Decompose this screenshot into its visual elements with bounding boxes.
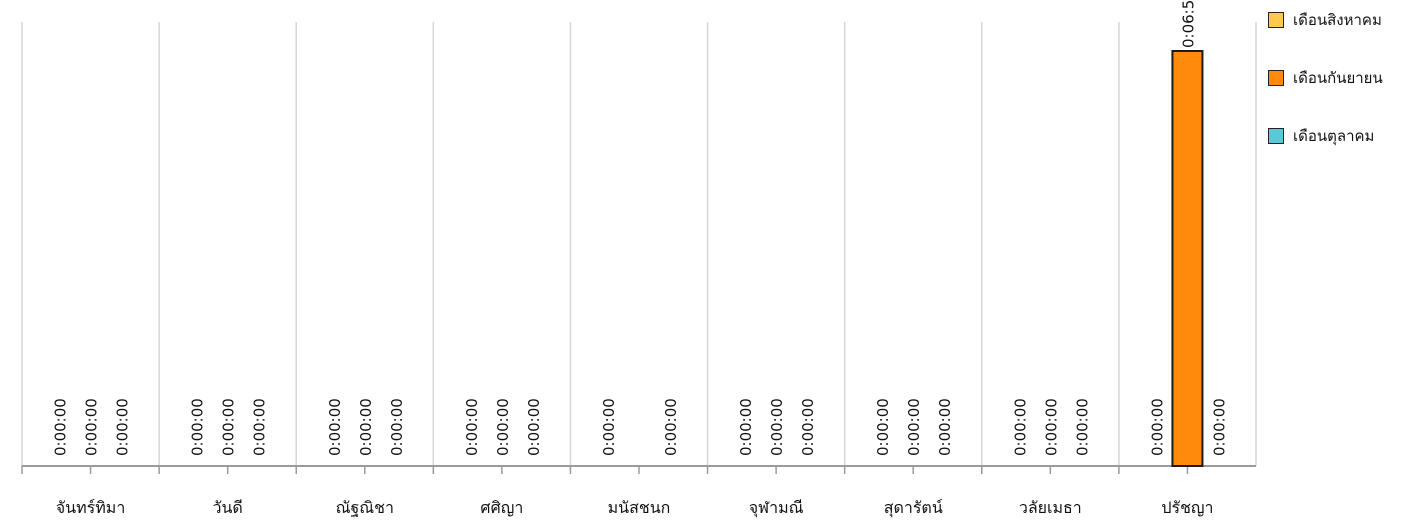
data-label: 0:00:00 [220,398,238,456]
x-tick-label: ณัฐณิชา [336,498,394,517]
data-label: 0:00:00 [326,398,344,456]
data-label: 0:00:00 [357,398,375,456]
data-label: 0:00:00 [494,398,512,456]
data-label: 0:00:00 [1073,398,1091,456]
legend-swatch [1268,128,1284,144]
legend-item[interactable]: เดือนสิงหาคม [1268,10,1408,30]
x-tick-label: มนัสชนก [608,498,671,517]
data-label: 0:00:00 [525,398,543,456]
data-label: 0:00:00 [600,398,618,456]
bar [1171,50,1204,467]
legend-label: เดือนกันยายน [1293,69,1383,87]
data-label: 0:00:00 [114,398,132,456]
legend-item[interactable]: เดือนตุลาคม [1268,126,1408,146]
data-label: 0:00:00 [52,398,70,456]
data-label: 0:00:00 [768,398,786,456]
data-label: 0:06:50 [1179,0,1197,48]
data-label: 0:00:00 [463,398,481,456]
legend: เดือนสิงหาคม เดือนกันยายน เดือนตุลาคม [1268,10,1408,184]
legend-swatch [1268,70,1284,86]
data-label: 0:00:00 [905,398,923,456]
legend-swatch [1268,12,1284,28]
data-label: 0:00:00 [1148,398,1166,456]
data-label: 0:00:00 [936,398,954,456]
x-tick-label: ปรัชญา [1161,498,1213,517]
legend-item[interactable]: เดือนกันยายน [1268,68,1408,88]
data-label: 0:00:00 [662,398,680,456]
data-label: 0:00:00 [251,398,269,456]
data-label: 0:00:00 [737,398,755,456]
x-tick-label: วลัยเมธา [1019,498,1082,517]
data-label: 0:00:00 [1011,398,1029,456]
x-tick-label: จุฬามณี [749,498,804,518]
x-tick-label: สุดารัตน์ [884,498,943,518]
x-tick-label: ศศิญา [480,498,523,517]
data-label: 0:00:00 [799,398,817,456]
data-label: 0:00:00 [388,398,406,456]
legend-label: เดือนตุลาคม [1293,127,1375,145]
x-tick-label: วันดี [213,498,243,517]
data-label: 0:00:00 [83,398,101,456]
data-label: 0:00:00 [1042,398,1060,456]
data-label: 0:00:00 [189,398,207,456]
data-label: 0:00:00 [874,398,892,456]
data-label: 0:00:00 [1210,398,1228,456]
x-tick-label: จันทร์ทิมา [56,498,126,517]
legend-label: เดือนสิงหาคม [1293,11,1382,29]
